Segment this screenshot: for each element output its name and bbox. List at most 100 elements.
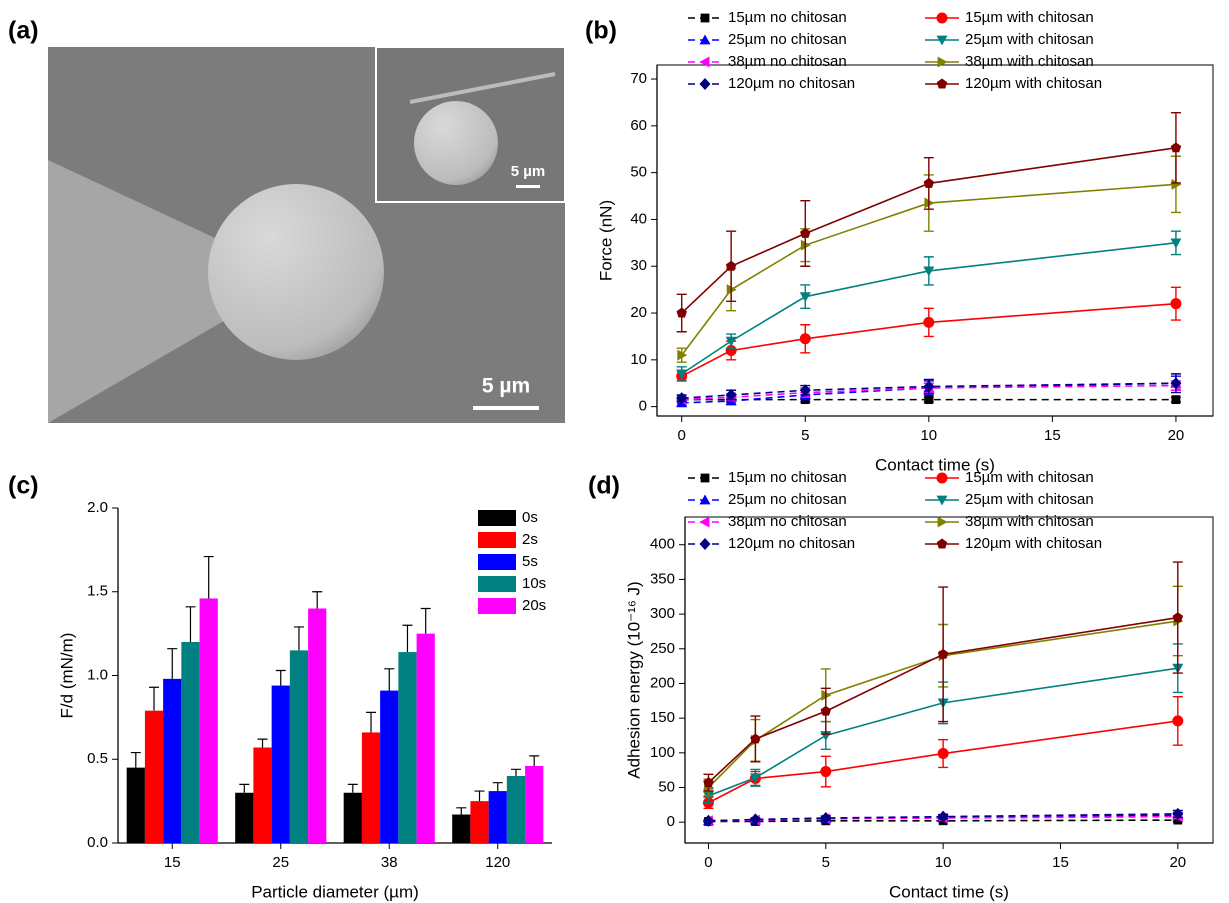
error-bar [167, 648, 178, 679]
x-tick-label: 15 [1052, 854, 1069, 871]
marker [820, 811, 832, 825]
error-bar [203, 555, 214, 599]
scale-label: 5 µm [482, 375, 530, 398]
bar [253, 747, 272, 843]
marker [923, 266, 935, 277]
y-tick-label: 20 [630, 304, 647, 321]
error-bar [384, 668, 395, 691]
marker [725, 260, 737, 271]
legend-label: 38µm no chitosan [728, 513, 847, 530]
marker [1172, 807, 1184, 820]
y-tick-label: 40 [630, 210, 647, 227]
legend-swatch [478, 598, 516, 614]
sphere [208, 184, 384, 360]
bar [289, 650, 309, 843]
x-tick-label: 120 [485, 854, 510, 871]
legend-label: 10s [522, 575, 546, 592]
legend-label: 25µm no chitosan [728, 491, 847, 508]
y-tick-label: 0.0 [87, 834, 108, 851]
marker [1172, 612, 1184, 623]
legend-marker [936, 35, 948, 46]
legend-label: 0s [522, 509, 538, 526]
marker [799, 384, 811, 397]
marker [677, 349, 688, 361]
bar [343, 792, 362, 843]
marker [676, 392, 688, 405]
x-tick-label: 25 [272, 854, 289, 871]
bar [470, 801, 489, 843]
legend-label: 15µm with chitosan [965, 9, 1094, 26]
error-bar [275, 669, 286, 686]
series-line [708, 814, 1178, 822]
bar [452, 814, 471, 843]
marker [1170, 377, 1182, 390]
error-bar [474, 790, 485, 802]
x-tick-label: 10 [935, 854, 952, 871]
bar [235, 792, 254, 843]
x-axis-label: Particle diameter (µm) [251, 882, 419, 901]
x-tick-label: 15 [1044, 427, 1061, 444]
legend-label: 120µm with chitosan [965, 535, 1102, 552]
legend-marker [700, 473, 710, 483]
error-bar [529, 755, 540, 766]
y-tick-label: 50 [658, 778, 675, 795]
marker [937, 810, 949, 823]
y-axis-label: F/d (mN/m) [57, 633, 76, 719]
error-bar [239, 783, 250, 793]
x-tick-label: 5 [801, 427, 809, 444]
legend-label: 5s [522, 553, 538, 570]
error-bar [185, 606, 196, 642]
inset-scale-label: 5 µm [511, 163, 546, 180]
legend-label: 2s [522, 531, 538, 548]
marker [703, 777, 714, 788]
legend-label: 38µm no chitosan [728, 53, 847, 70]
legend-swatch [478, 532, 516, 548]
marker [800, 227, 811, 238]
legend-marker [936, 12, 948, 24]
y-tick-label: 50 [630, 164, 647, 181]
panel-label: (b) [585, 17, 617, 45]
bar [398, 652, 417, 843]
y-tick-label: 60 [630, 117, 647, 134]
y-tick-label: 0 [667, 813, 675, 830]
y-tick-label: 1.5 [87, 583, 108, 600]
legend-marker [699, 77, 711, 91]
scale-bar [473, 406, 539, 410]
sem-image: 5 µm 5 µm [48, 46, 566, 423]
x-tick-label: 15 [164, 854, 181, 871]
bar [199, 598, 218, 843]
inset-cantilever [409, 72, 556, 104]
error-bar [366, 711, 377, 733]
bar [308, 608, 327, 843]
y-tick-label: 150 [650, 709, 675, 726]
series-line [708, 815, 1178, 822]
y-tick-label: 10 [630, 351, 647, 368]
x-tick-label: 20 [1169, 854, 1186, 871]
y-tick-label: 400 [650, 536, 675, 553]
bar [525, 765, 544, 843]
marker [937, 648, 949, 659]
legend-marker [699, 537, 711, 551]
bar [163, 678, 182, 843]
y-tick-label: 250 [650, 640, 675, 657]
error-bar [293, 626, 304, 651]
legend-label: 38µm with chitosan [965, 53, 1094, 70]
marker [799, 292, 811, 303]
y-tick-label: 1.0 [87, 666, 108, 683]
legend-marker [936, 538, 948, 549]
bar [380, 690, 399, 843]
x-tick-label: 20 [1168, 427, 1185, 444]
legend-marker [937, 516, 948, 528]
y-tick-label: 0.5 [87, 750, 108, 767]
x-tick-label: 0 [678, 427, 686, 444]
marker [749, 813, 761, 826]
legend-marker [699, 34, 711, 45]
marker [1170, 238, 1182, 249]
y-tick-label: 0 [639, 398, 647, 415]
marker [1171, 178, 1182, 190]
cantilever [48, 160, 260, 423]
error-bar [456, 807, 467, 815]
marker [820, 705, 832, 716]
bar [416, 633, 435, 843]
bar [181, 642, 200, 843]
